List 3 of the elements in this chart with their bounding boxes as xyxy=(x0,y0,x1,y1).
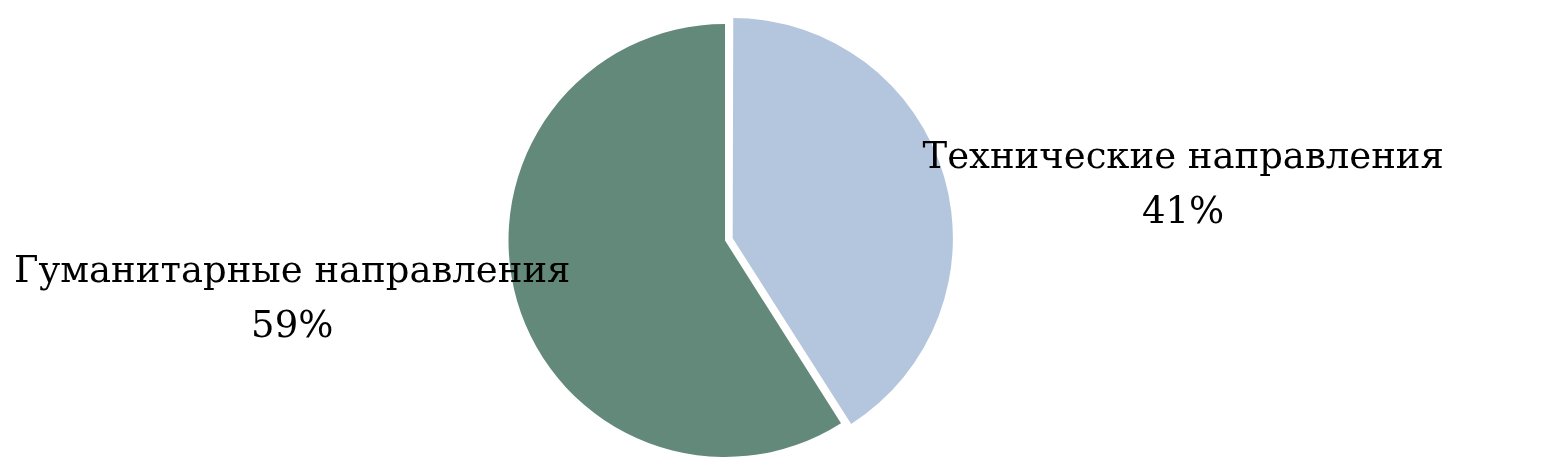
data-label: 59% xyxy=(251,303,334,347)
slice-label: Технические направления xyxy=(922,133,1444,177)
data-label: 41% xyxy=(1142,188,1225,232)
